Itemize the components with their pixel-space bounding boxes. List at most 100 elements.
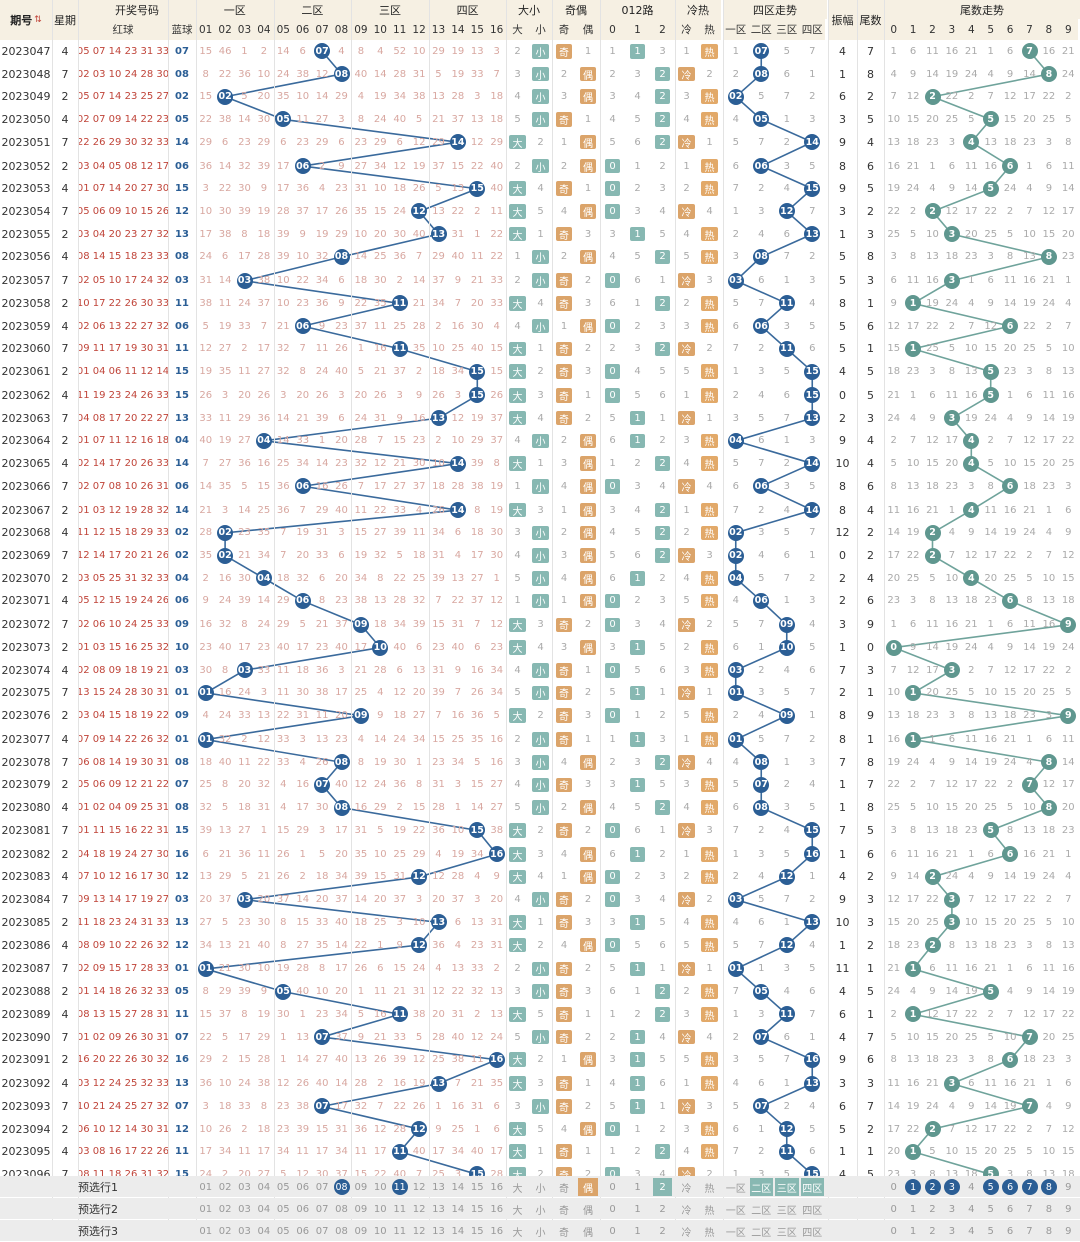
preselect-number[interactable]: 07 (315, 1225, 329, 1237)
preselect-tail[interactable]: 1 (909, 1225, 917, 1237)
preselect-tail[interactable]: 3 (948, 1203, 956, 1215)
preselect-number[interactable]: 07 (315, 1181, 329, 1193)
preselect-road[interactable]: 2 (653, 1178, 672, 1196)
preselect-tail[interactable]: 5 (987, 1203, 994, 1215)
preselect-tail[interactable]: 2 (929, 1225, 936, 1237)
preselect-number[interactable]: 12 (412, 1181, 426, 1193)
preselect-number[interactable]: 11 (393, 1225, 407, 1237)
preselect-number[interactable]: 13 (432, 1203, 445, 1215)
preselect-tail[interactable]: 7 (1026, 1203, 1033, 1215)
preselect-row-label[interactable]: 预选行2 (78, 1203, 118, 1216)
preselect-row-label[interactable]: 预选行3 (78, 1225, 118, 1238)
preselect-number[interactable]: 05 (276, 1203, 290, 1215)
preselect-odd[interactable]: 奇 (559, 1183, 569, 1195)
preselect-hot[interactable]: 热 (704, 1183, 715, 1195)
preselect-number[interactable]: 04 (257, 1203, 271, 1215)
preselect-tail[interactable]: 6 (1006, 1203, 1014, 1215)
preselect-odd[interactable]: 奇 (559, 1227, 569, 1239)
preselect-number[interactable]: 16 (490, 1225, 504, 1237)
preselect-tail[interactable]: 9 (1065, 1203, 1072, 1215)
preselect-tail[interactable]: 9 (1065, 1225, 1072, 1237)
preselect-tail[interactable]: 4 (968, 1225, 975, 1237)
preselect-number[interactable]: 03 (238, 1181, 251, 1193)
preselect-number[interactable]: 02 (218, 1225, 232, 1237)
preselect-number[interactable]: 10 (373, 1203, 387, 1215)
preselect-zone[interactable]: 三区 (775, 1178, 799, 1196)
preselect-road[interactable]: 0 (609, 1181, 616, 1193)
preselect-number[interactable]: 01 (199, 1203, 213, 1215)
preselect-number[interactable]: 04 (257, 1181, 271, 1193)
preselect-number[interactable]: 13 (432, 1225, 445, 1237)
preselect-number[interactable]: 02 (218, 1203, 232, 1215)
preselect-road[interactable]: 0 (609, 1225, 616, 1237)
preselect-number[interactable]: 08 (335, 1203, 348, 1215)
sort-icon[interactable]: ⇅ (34, 15, 42, 25)
preselect-number[interactable]: 14 (451, 1225, 465, 1237)
preselect-cold[interactable]: 冷 (681, 1183, 692, 1195)
preselect-road[interactable]: 0 (609, 1203, 616, 1215)
preselect-even[interactable]: 偶 (583, 1205, 593, 1217)
preselect-even[interactable]: 偶 (578, 1178, 598, 1196)
preselect-big[interactable]: 大 (512, 1205, 523, 1217)
preselect-zone[interactable]: 二区 (751, 1227, 772, 1239)
preselect-hot[interactable]: 热 (704, 1227, 715, 1239)
preselect-number[interactable]: 11 (393, 1203, 407, 1215)
preselect-tail[interactable]: 8 (1045, 1203, 1053, 1215)
preselect-tail[interactable]: 0 (890, 1225, 897, 1237)
preselect-number[interactable]: 07 (315, 1203, 329, 1215)
preselect-zone[interactable]: 一区 (725, 1227, 746, 1239)
preselect-zone[interactable]: 二区 (749, 1178, 773, 1196)
preselect-tail[interactable]: 6 (1006, 1225, 1014, 1237)
preselect-tail[interactable]: 4 (968, 1181, 975, 1193)
preselect-road[interactable]: 1 (634, 1225, 641, 1237)
preselect-number[interactable]: 01 (199, 1225, 213, 1237)
preselect-tail[interactable]: 3 (948, 1225, 956, 1237)
preselect-tail[interactable]: 4 (968, 1203, 975, 1215)
preselect-number[interactable]: 09 (354, 1203, 368, 1215)
preselect-number[interactable]: 06 (296, 1181, 310, 1193)
preselect-zone[interactable]: 四区 (800, 1178, 824, 1196)
preselect-number[interactable]: 10 (373, 1181, 387, 1193)
preselect-cold[interactable]: 冷 (681, 1227, 692, 1239)
preselect-zone[interactable]: 四区 (802, 1205, 823, 1217)
preselect-number[interactable]: 15 (470, 1181, 484, 1193)
preselect-row-label[interactable]: 预选行1 (78, 1181, 118, 1194)
preselect-number[interactable]: 14 (451, 1203, 465, 1215)
preselect-number[interactable]: 16 (490, 1203, 504, 1215)
preselect-number[interactable]: 05 (276, 1181, 290, 1193)
preselect-number[interactable]: 15 (470, 1225, 484, 1237)
preselect-tail[interactable]: 1 (909, 1203, 917, 1215)
preselect-number[interactable]: 08 (335, 1225, 348, 1237)
preselect-number[interactable]: 02 (218, 1181, 232, 1193)
preselect-number[interactable]: 09 (354, 1181, 368, 1193)
preselect-number[interactable]: 12 (412, 1203, 426, 1215)
preselect-even[interactable]: 偶 (583, 1227, 593, 1239)
preselect-zone[interactable]: 一区 (725, 1205, 746, 1217)
preselect-zone[interactable]: 二区 (751, 1205, 772, 1217)
preselect-tail[interactable]: 2 (929, 1203, 936, 1215)
preselect-big[interactable]: 大 (512, 1227, 523, 1239)
preselect-zone[interactable]: 四区 (802, 1227, 823, 1239)
preselect-road[interactable]: 1 (634, 1203, 641, 1215)
preselect-zone[interactable]: 三区 (776, 1227, 797, 1239)
preselect-small[interactable]: 小 (535, 1227, 546, 1239)
preselect-number[interactable]: 10 (373, 1225, 387, 1237)
preselect-number[interactable]: 06 (296, 1225, 310, 1237)
preselect-number[interactable]: 03 (238, 1225, 251, 1237)
preselect-number[interactable]: 12 (412, 1225, 426, 1237)
preselect-number[interactable]: 06 (296, 1203, 310, 1215)
preselect-number[interactable]: 03 (238, 1203, 251, 1215)
preselect-big[interactable]: 大 (512, 1183, 523, 1195)
preselect-zone[interactable]: 一区 (725, 1183, 746, 1195)
preselect-tail[interactable]: 8 (1045, 1225, 1053, 1237)
preselect-small[interactable]: 小 (535, 1183, 546, 1195)
preselect-number[interactable]: 16 (490, 1181, 504, 1193)
preselect-number[interactable]: 01 (199, 1181, 213, 1193)
preselect-hot[interactable]: 热 (704, 1205, 715, 1217)
preselect-small[interactable]: 小 (535, 1205, 546, 1217)
preselect-number[interactable]: 09 (354, 1225, 368, 1237)
preselect-tail[interactable]: 0 (890, 1181, 897, 1193)
preselect-zone[interactable]: 三区 (776, 1205, 797, 1217)
preselect-number[interactable]: 04 (257, 1225, 271, 1237)
preselect-cold[interactable]: 冷 (681, 1205, 692, 1217)
